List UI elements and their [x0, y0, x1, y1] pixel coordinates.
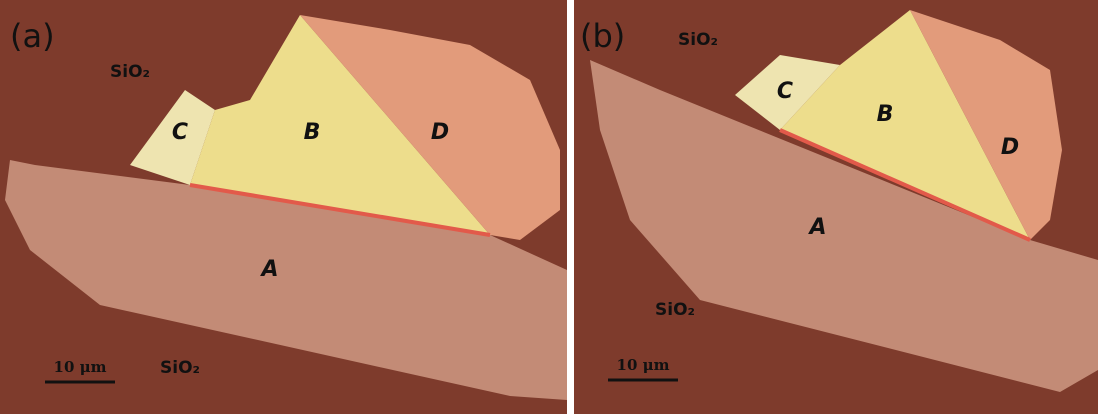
region-label: B [304, 120, 321, 145]
substrate-label: SiO₂ [110, 62, 150, 82]
region-label: A [259, 257, 278, 282]
panel-label: (b) [580, 17, 625, 55]
region-label: C [777, 79, 793, 104]
region-label: D [431, 120, 449, 145]
panel-a: (a) SiO₂ SiO₂ A B C D 10 μm [0, 0, 567, 414]
figure: (a) SiO₂ SiO₂ A B C D 10 μm (b) SiO₂ SiO… [0, 0, 1098, 414]
region-label: A [807, 215, 826, 240]
region-label: B [877, 102, 894, 127]
substrate-label: SiO₂ [678, 30, 718, 50]
scale-label: 10 μm [617, 356, 670, 374]
region-label: C [172, 120, 188, 145]
panel-label: (a) [10, 17, 55, 55]
region-label: D [1001, 135, 1019, 160]
substrate-label: SiO₂ [160, 358, 200, 378]
scale-label: 10 μm [54, 358, 107, 376]
substrate-label: SiO₂ [655, 300, 695, 320]
panel-b: (b) SiO₂ SiO₂ A B C D 10 μm [574, 0, 1098, 414]
